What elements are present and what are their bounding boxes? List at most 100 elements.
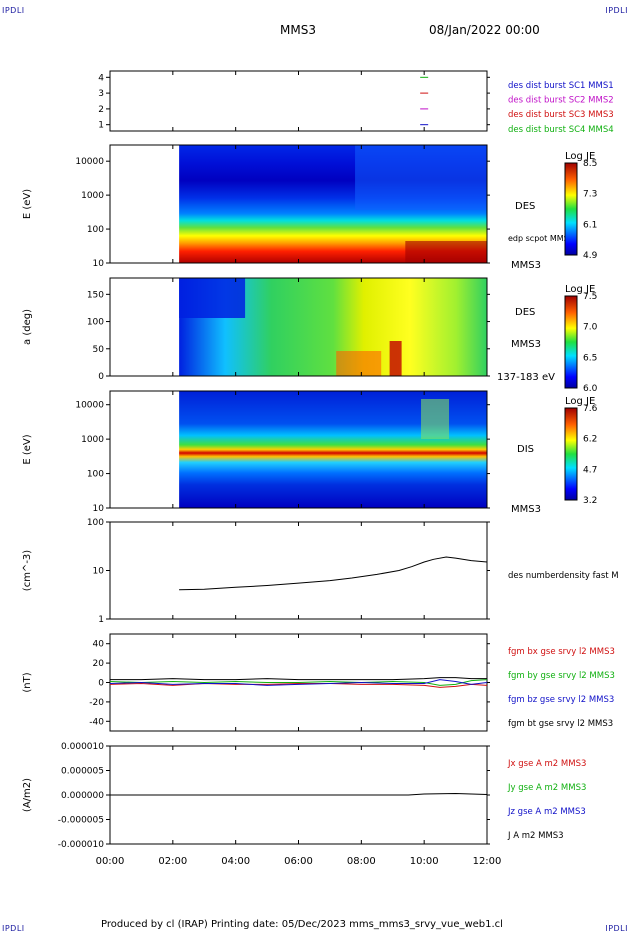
y-axis-label: E (eV) (22, 189, 33, 219)
y-tick-label: 3 (98, 89, 104, 99)
y-tick-label: 20 (93, 659, 105, 669)
spectrogram-region (421, 399, 450, 439)
panel-label-dis: DIS (517, 444, 534, 455)
panel-frame-0 (109, 70, 488, 132)
mission-title: MMS3 (280, 23, 316, 37)
y-tick-label: 0.000010 (61, 742, 104, 752)
series-line-current-1 (110, 792, 488, 796)
y-tick-label: 1 (98, 121, 104, 131)
colorbar-tick-label: 6.5 (583, 353, 597, 363)
colorbar-1 (564, 162, 578, 256)
y-tick-label: -0.000010 (58, 840, 104, 850)
colorbar-title: Log JE (565, 284, 595, 295)
spectrogram-region (336, 351, 382, 376)
colorbar-tick-label: 6.1 (583, 220, 597, 230)
y-tick-label: 0 (98, 679, 104, 689)
y-axis-label: a (deg) (22, 309, 33, 345)
colorbar-tick-label: 7.3 (583, 190, 597, 200)
y-tick-label: -40 (89, 717, 104, 727)
panel-label-des: DES (515, 201, 535, 212)
panel-label-energy-range: 137-183 eV (497, 372, 555, 383)
spectrogram-region (389, 341, 402, 376)
colorbar-tick-label: 7.0 (583, 323, 598, 333)
x-tick-label: 08:00 (347, 856, 376, 867)
series-line-fgm-3 (109, 679, 488, 686)
panel-label-mms3: MMS3 (511, 260, 541, 271)
colorbar-tick-label: 7.5 (583, 292, 597, 302)
panel-label-current-3: Jz gse A m2 MMS3 (507, 807, 586, 817)
x-tick-label: 10:00 (410, 856, 439, 867)
panel-label-fgm-3: fgm bz gse srvy l2 MMS3 (508, 695, 614, 705)
spectrogram-region (355, 145, 487, 210)
y-axis-label: (nT) (22, 672, 33, 692)
y-tick-label: 0.000005 (61, 767, 104, 777)
burst-legend-4: des dist burst SC4 MMS4 (508, 125, 614, 135)
corner-label-bottom-right: IPDLI (605, 924, 628, 933)
colorbar-tick-label: 7.6 (583, 404, 598, 414)
colorbar-tick-label: 6.2 (583, 435, 597, 445)
y-tick-label: 150 (87, 290, 104, 300)
y-tick-label: -0.000005 (58, 816, 104, 826)
y-tick-label: 100 (87, 318, 104, 328)
panel-label-scpot: edp scpot MMS3 (508, 234, 574, 243)
y-tick-label: 50 (93, 345, 105, 355)
colorbar-tick-label: 8.5 (583, 159, 597, 169)
series-line-fgm-2 (109, 679, 488, 686)
x-tick-label: 12:00 (473, 856, 502, 867)
panel-label-fgm-1: fgm bx gse srvy l2 MMS3 (508, 647, 615, 657)
y-tick-label: -20 (89, 698, 104, 708)
y-axis-label: (A/m2) (22, 778, 33, 812)
corner-label-top-left: IPDLI (2, 6, 25, 15)
y-tick-label: 4 (98, 73, 104, 83)
colorbar-tick-label: 3.2 (583, 496, 597, 506)
panel-frame-4 (109, 521, 488, 620)
burst-legend-3: des dist burst SC3 MMS3 (508, 110, 614, 120)
corner-label-bottom-left: IPDLI (2, 924, 25, 933)
y-axis-label: (cm^-3) (22, 550, 33, 591)
panel-label-fgm-4: fgm bt gse srvy l2 MMS3 (508, 719, 613, 729)
colorbar-tick-label: 4.9 (583, 251, 598, 261)
corner-label-top-right: IPDLI (605, 6, 628, 15)
colorbar-tick-label: 6.0 (583, 384, 598, 394)
y-tick-label: 2 (98, 105, 104, 115)
y-tick-label: 100 (87, 225, 104, 235)
x-tick-label: 00:00 (96, 856, 125, 867)
y-tick-label: 1000 (81, 435, 104, 445)
y-tick-label: 40 (93, 640, 105, 650)
x-tick-label: 06:00 (284, 856, 313, 867)
panel-label-current-2: Jy gse A m2 MMS3 (507, 783, 586, 793)
y-tick-label: 100 (87, 470, 104, 480)
footer-credits: Produced by cl (IRAP) Printing date: 05/… (101, 919, 503, 930)
colorbar-tick-label: 4.7 (583, 465, 597, 475)
x-tick-label: 04:00 (221, 856, 250, 867)
panel-label-density: des numberdensity fast M (508, 571, 619, 581)
panel-label-mms3: MMS3 (511, 339, 541, 350)
colorbar-3 (564, 407, 578, 501)
y-tick-label: 1000 (81, 191, 104, 201)
y-tick-label: 100 (87, 518, 104, 528)
burst-legend-2: des dist burst SC2 MMS2 (508, 96, 614, 106)
date-title: 08/Jan/2022 00:00 (429, 23, 540, 37)
y-tick-label: 10 (93, 504, 105, 514)
y-tick-label: 0 (98, 372, 104, 382)
colorbar-title: Log JE (565, 396, 595, 407)
panel-label-mms3: MMS3 (511, 504, 541, 515)
colorbar-2 (564, 295, 578, 389)
panel-label-current-1: Jx gse A m2 MMS3 (507, 759, 586, 769)
colorbar-title: Log JE (565, 151, 595, 162)
panel-label-current-4: J A m2 MMS3 (507, 831, 564, 841)
y-tick-label: 10000 (75, 401, 104, 411)
spectrogram-region (405, 241, 487, 263)
series-line-density-1 (179, 556, 488, 591)
series-line-fgm-4 (110, 677, 487, 681)
y-tick-label: 10 (93, 567, 105, 577)
y-axis-label: E (eV) (22, 434, 33, 464)
y-tick-label: 1 (98, 615, 104, 625)
y-tick-label: 10 (93, 259, 105, 269)
y-tick-label: 0.000000 (61, 791, 104, 801)
y-tick-label: 10000 (75, 157, 104, 167)
x-tick-label: 02:00 (158, 856, 187, 867)
panel-label-des: DES (515, 307, 535, 318)
panel-label-fgm-2: fgm by gse srvy l2 MMS3 (508, 671, 615, 681)
